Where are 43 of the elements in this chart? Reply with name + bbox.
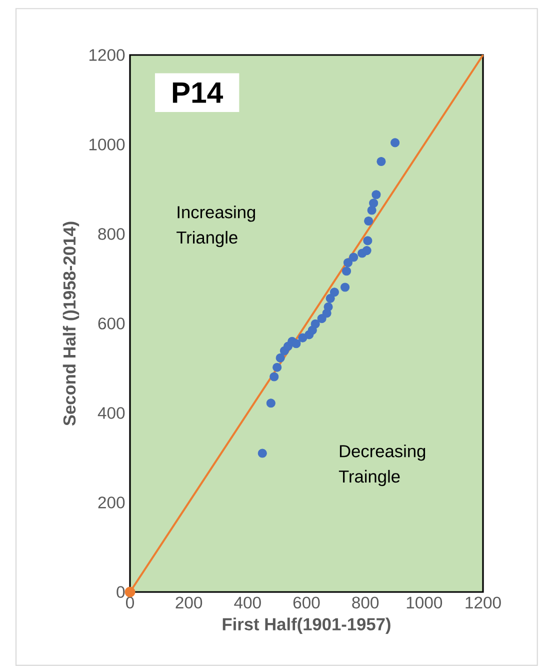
point [310,319,320,328]
x-tick-label: 200 [176,596,202,609]
x-axis-title: First Half(1901-1957) [222,618,390,634]
point [342,266,352,276]
y-tick-label: 1200 [89,49,125,61]
y-tick-label: 1000 [89,138,125,150]
text: P14 [172,82,224,103]
annotation: Decreasing Traingle [338,444,426,486]
point [317,314,326,324]
point [364,216,374,226]
point [362,246,372,256]
point [369,198,378,208]
y-tick-label: 200 [98,496,125,508]
point [343,258,353,268]
point [363,236,372,246]
y-axis-title: Second Half ()1958-2014) [62,222,80,426]
point [270,372,279,382]
x-tick-label: 400 [234,596,261,609]
annotation: Increasing Triangle [176,206,256,248]
x-tick-label: 1000 [406,596,442,609]
y-tick-label: 600 [98,318,125,330]
point [330,288,339,297]
point [367,206,376,215]
y-tick-label: 400 [98,407,125,419]
point [349,252,358,262]
point [292,339,301,348]
point [272,362,282,372]
y-tick-label: 800 [98,228,125,240]
point [324,302,333,312]
y-tick-label: 0 [116,586,125,598]
point [258,448,267,458]
point [376,156,386,166]
point [124,586,136,598]
point [390,138,400,148]
x-tick-label: 600 [293,596,320,609]
x-tick-label: 1200 [466,596,501,609]
point [340,282,350,292]
point [372,190,381,200]
point [326,294,335,303]
point [276,353,285,362]
x-tick-label: 800 [352,596,379,609]
x-tick-label: 0 [126,596,134,609]
point [266,398,276,408]
